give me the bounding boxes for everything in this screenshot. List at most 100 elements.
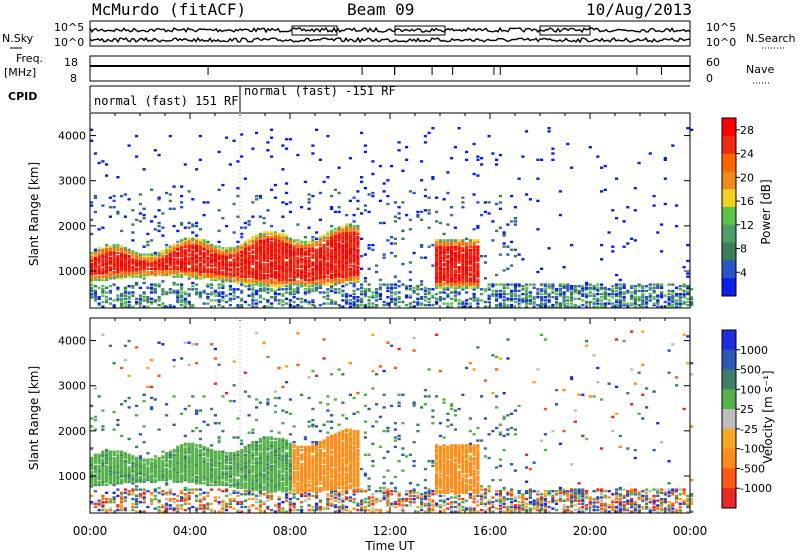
range-gate-cell — [551, 285, 555, 288]
power-panel-frame — [89, 112, 691, 309]
range-gate-cell — [345, 243, 349, 247]
range-gate-cell — [243, 371, 247, 374]
range-gate-cell — [401, 169, 405, 172]
range-gate-cell — [468, 272, 472, 275]
range-gate-cell — [123, 259, 127, 263]
range-gate-cell — [180, 475, 184, 479]
range-gate-cell — [551, 283, 555, 286]
range-gate-cell — [506, 267, 510, 270]
range-gate-cell — [138, 466, 142, 469]
range-gate-cell — [330, 237, 334, 240]
range-gate-cell — [105, 501, 109, 504]
range-gate-cell — [180, 453, 184, 456]
range-gate-cell — [611, 209, 615, 212]
range-gate-cell — [247, 469, 251, 472]
range-gate-cell — [135, 510, 139, 513]
range-gate-cell — [611, 288, 615, 291]
range-gate-cell — [108, 477, 112, 480]
range-gate-cell — [273, 281, 277, 285]
range-gate-cell — [637, 299, 641, 302]
range-gate-cell — [555, 288, 559, 291]
range-gate-cell — [345, 231, 349, 234]
range-gate-cell — [270, 275, 274, 278]
range-gate-cell — [547, 292, 551, 296]
range-gate-cell — [408, 270, 412, 274]
range-gate-cell — [476, 269, 480, 272]
range-gate-cell — [423, 134, 427, 138]
range-gate-cell — [255, 477, 259, 480]
range-gate-cell — [116, 482, 120, 485]
range-gate-cell — [558, 190, 562, 193]
range-gate-cell — [123, 305, 127, 308]
range-gate-cell — [348, 305, 352, 308]
range-gate-cell — [247, 474, 251, 477]
range-gate-cell — [367, 289, 371, 293]
range-gate-cell — [123, 472, 127, 475]
range-gate-cell — [165, 305, 169, 308]
range-gate-cell — [240, 155, 244, 158]
cpid-label: CPID — [8, 90, 37, 103]
range-gate-cell — [232, 499, 236, 502]
range-gate-cell — [251, 497, 255, 501]
range-gate-cell — [315, 255, 319, 258]
range-gate-cell — [438, 251, 442, 255]
range-gate-cell — [356, 267, 360, 270]
range-gate-cell — [255, 472, 259, 475]
range-gate-cell — [138, 496, 142, 499]
range-gate-cell — [232, 463, 236, 466]
range-gate-cell — [363, 253, 367, 256]
range-gate-cell — [285, 243, 289, 247]
range-gate-cell — [150, 477, 154, 480]
range-gate-cell — [240, 278, 244, 282]
range-gate-cell — [378, 288, 382, 291]
range-gate-cell — [138, 255, 142, 258]
range-gate-cell — [123, 258, 127, 261]
range-gate-cell — [112, 450, 116, 453]
range-gate-cell — [221, 490, 225, 493]
range-gate-cell — [318, 237, 322, 240]
range-gate-cell — [243, 273, 247, 277]
range-gate-cell — [472, 297, 476, 300]
range-gate-cell — [450, 247, 454, 250]
range-gate-cell — [618, 292, 622, 296]
range-gate-cell — [641, 299, 645, 302]
range-gate-cell — [513, 206, 517, 209]
range-gate-cell — [176, 474, 180, 477]
range-gate-cell — [243, 499, 247, 502]
range-gate-cell — [311, 270, 315, 274]
range-gate-cell — [393, 302, 397, 305]
range-gate-cell — [285, 275, 289, 278]
range-gate-cell — [232, 262, 236, 266]
range-gate-cell — [502, 286, 506, 289]
range-gate-cell — [356, 259, 360, 263]
range-gate-cell — [232, 469, 236, 472]
range-gate-cell — [442, 302, 446, 305]
range-gate-cell — [97, 499, 101, 502]
range-gate-cell — [318, 283, 322, 286]
range-gate-cell — [243, 275, 247, 278]
range-gate-cell — [217, 463, 221, 466]
range-gate-cell — [311, 280, 315, 283]
range-gate-cell — [453, 273, 457, 277]
range-gate-cell — [157, 466, 161, 469]
range-gate-cell — [663, 177, 667, 180]
range-gate-cell — [157, 460, 161, 463]
range-gate-cell — [472, 245, 476, 248]
range-gate-cell — [296, 242, 300, 245]
range-gate-cell — [348, 302, 352, 305]
range-gate-cell — [255, 131, 259, 135]
range-gate-cell — [142, 275, 146, 278]
range-gate-cell — [367, 193, 371, 196]
range-gate-cell — [183, 341, 187, 344]
range-gate-cell — [266, 305, 270, 308]
range-gate-cell — [277, 248, 281, 251]
range-gate-cell — [191, 458, 195, 461]
range-gate-cell — [240, 261, 244, 264]
range-gate-cell — [120, 303, 124, 307]
range-gate-cell — [390, 300, 394, 304]
range-gate-cell — [476, 264, 480, 267]
range-gate-cell — [142, 393, 146, 396]
range-gate-cell — [348, 226, 352, 229]
range-gate-cell — [150, 358, 154, 362]
range-gate-cell — [165, 463, 169, 466]
